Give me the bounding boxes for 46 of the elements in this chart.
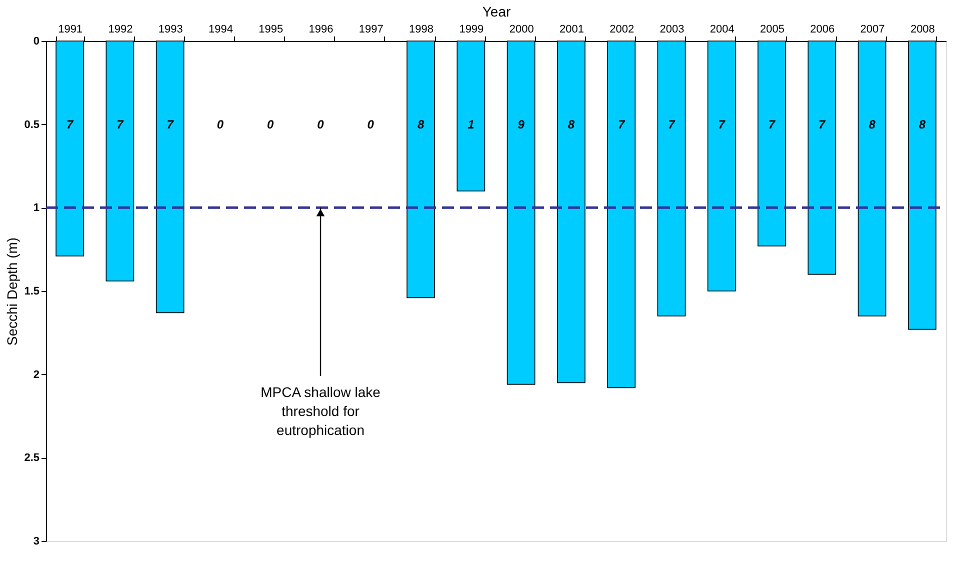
y-tick-label: 2.5 bbox=[24, 452, 40, 464]
annotation: 8 bbox=[568, 118, 575, 132]
x-tick-label: 1999 bbox=[459, 24, 484, 36]
x-tick-label: 2008 bbox=[910, 24, 935, 36]
annotation: 1 bbox=[468, 118, 475, 132]
annotation: 7 bbox=[718, 118, 726, 132]
annotation: 7 bbox=[166, 118, 175, 132]
x-tick-label: 2003 bbox=[660, 24, 684, 36]
x-tick-label: 2001 bbox=[559, 24, 584, 36]
x-tick-label: 1992 bbox=[108, 24, 133, 36]
y-tick-label: 1.5 bbox=[24, 286, 40, 298]
x-axis-title: Year bbox=[482, 4, 511, 20]
annotation: 0 bbox=[367, 118, 374, 132]
x-tick-label: 2005 bbox=[760, 24, 785, 36]
x-tick-label: 2007 bbox=[860, 24, 885, 36]
x-tick-label: 2000 bbox=[509, 24, 534, 36]
annotation: 7 bbox=[618, 118, 626, 132]
x-tick-label: 1996 bbox=[308, 24, 334, 36]
annotation: 7 bbox=[768, 118, 776, 132]
x-tick-label: 1994 bbox=[208, 24, 233, 36]
y-axis-title: Secchi Depth (m) bbox=[4, 237, 20, 346]
annotation: 0 bbox=[317, 118, 324, 132]
x-tick-label: 1991 bbox=[58, 24, 83, 36]
y-tick-label: 3 bbox=[33, 536, 40, 548]
x-tick-label: 1998 bbox=[409, 24, 434, 36]
annotation: 0 bbox=[267, 118, 274, 132]
annotation: 8 bbox=[868, 118, 876, 132]
y-tick-label: 0 bbox=[33, 36, 40, 48]
annotation: 8 bbox=[417, 118, 424, 132]
x-tick-label: 2006 bbox=[810, 24, 835, 36]
annotation: 7 bbox=[66, 118, 74, 132]
x-tick-label: 1993 bbox=[158, 24, 183, 36]
annotation: MPCA shallow lake threshold for eutrophication bbox=[260, 384, 381, 438]
x-tick-label: 1997 bbox=[358, 24, 384, 36]
y-tick-label: 1 bbox=[33, 202, 40, 214]
annotation: 8 bbox=[918, 118, 926, 132]
x-tick-label: 2002 bbox=[610, 24, 634, 36]
x-tick-label: 2004 bbox=[710, 24, 734, 36]
annotation: 0 bbox=[216, 118, 224, 132]
annotation: 9 bbox=[518, 118, 525, 132]
annotation: 7 bbox=[818, 118, 827, 132]
y-tick-label: 0.5 bbox=[24, 118, 40, 131]
annotation: 7 bbox=[116, 118, 125, 132]
annotation: 7 bbox=[668, 118, 676, 132]
x-tick-label: 1995 bbox=[258, 24, 284, 36]
y-tick-label: 2 bbox=[33, 368, 40, 381]
